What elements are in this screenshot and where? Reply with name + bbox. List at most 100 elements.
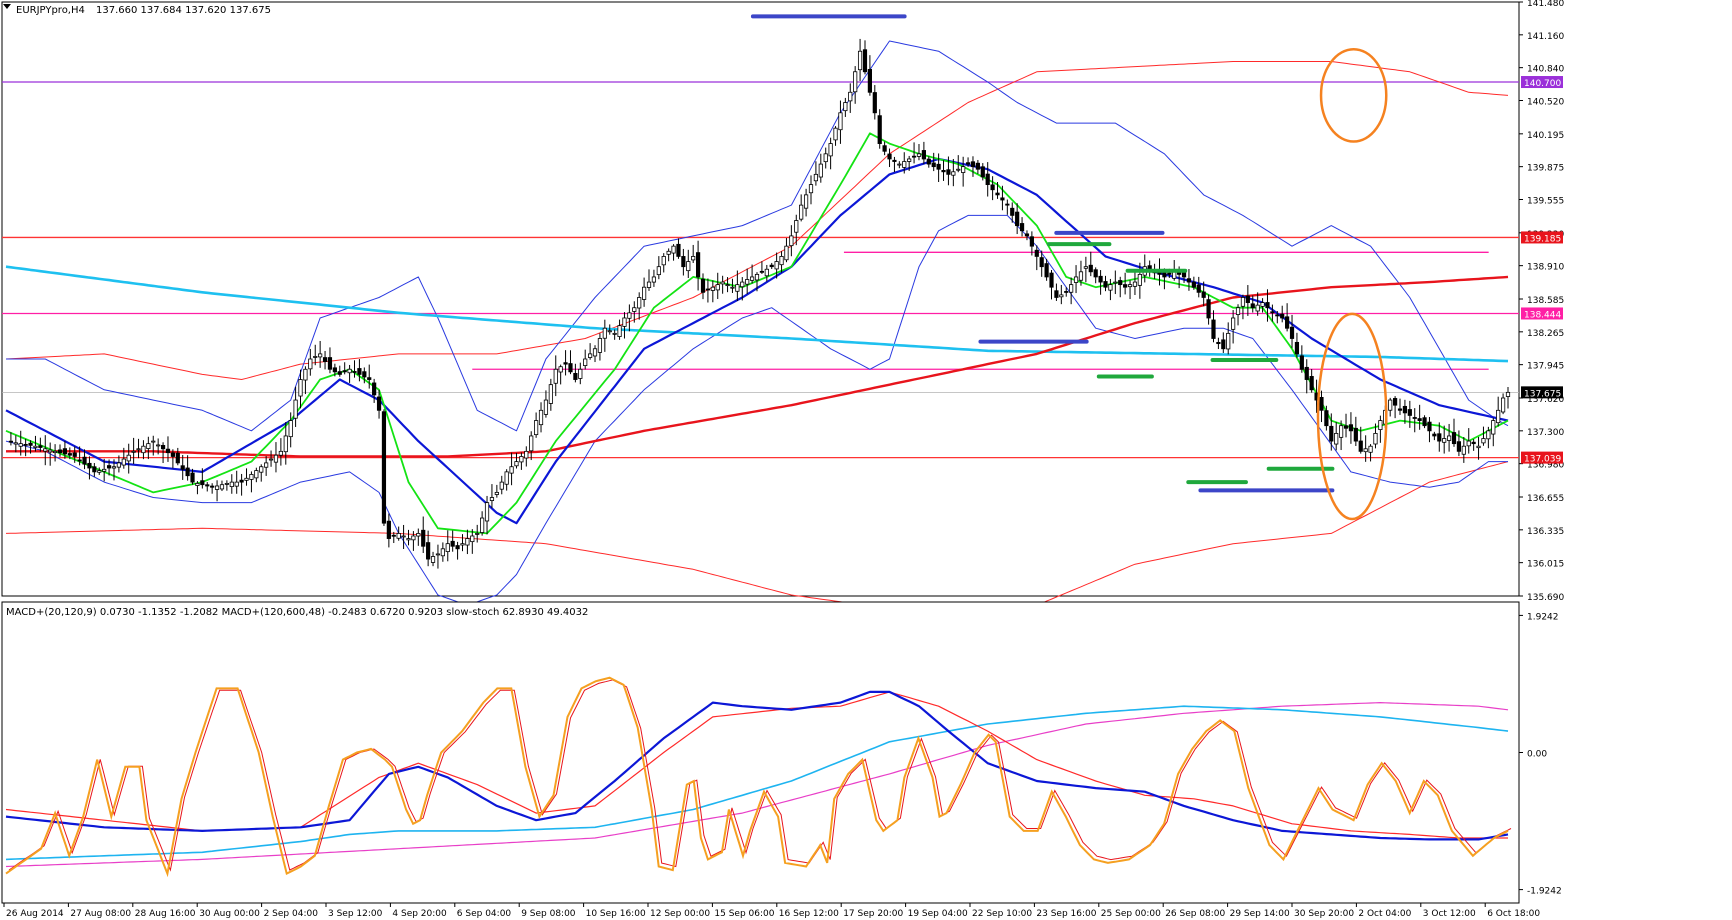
candle xyxy=(1334,422,1339,451)
time-tick-label: 26 Sep 08:00 xyxy=(1165,909,1225,919)
candle-body xyxy=(136,448,141,451)
candle xyxy=(1083,256,1088,283)
time-tick-label: 30 Aug 00:00 xyxy=(199,909,260,919)
candle xyxy=(1402,399,1408,424)
chart-menu-arrow-icon[interactable] xyxy=(3,4,11,9)
candle xyxy=(926,156,931,168)
candle-body xyxy=(538,409,544,426)
candle xyxy=(416,528,421,546)
candle xyxy=(406,529,411,546)
candle-body xyxy=(691,256,696,261)
horizontal-levels xyxy=(2,81,1519,459)
candle-body xyxy=(651,276,657,283)
candle-body xyxy=(774,261,779,270)
candle-body xyxy=(1402,405,1408,414)
candle xyxy=(862,40,868,75)
candle xyxy=(1422,415,1427,429)
candle-body xyxy=(1024,233,1030,237)
candle-body xyxy=(1098,275,1103,283)
price-label-text: 139.185 xyxy=(1524,234,1561,244)
candle xyxy=(1309,369,1314,393)
candle-body xyxy=(833,127,838,141)
candle-body xyxy=(239,479,244,483)
candle-body xyxy=(1393,398,1398,406)
candle-body xyxy=(656,266,661,276)
candle xyxy=(843,97,848,117)
candle xyxy=(298,369,303,409)
candle-body xyxy=(926,158,931,165)
candle xyxy=(278,438,283,466)
candle xyxy=(268,450,274,467)
candle-body xyxy=(1422,417,1427,427)
candle xyxy=(367,364,372,389)
price-labels: 140.700 139.185 138.444 137.675 137.039 xyxy=(1521,76,1563,465)
main-frame xyxy=(1,1,1520,597)
indicator-panel[interactable] xyxy=(1,601,1520,904)
indicator-tick-label: 1.9242 xyxy=(1527,612,1559,622)
candle-body xyxy=(1500,397,1506,413)
candle-body xyxy=(1319,396,1324,411)
candle-body xyxy=(337,371,342,375)
candle-body xyxy=(1059,294,1064,298)
candle-body xyxy=(1309,376,1314,391)
candle-body xyxy=(735,284,740,292)
candle-body xyxy=(818,163,823,178)
candle-body xyxy=(1446,435,1452,441)
candle xyxy=(1378,415,1383,443)
time-tick-label: 9 Sep 08:00 xyxy=(521,909,576,919)
candle xyxy=(1103,275,1108,292)
candle xyxy=(470,529,475,554)
candle xyxy=(774,252,779,279)
candle xyxy=(828,137,833,170)
candle xyxy=(1265,289,1270,322)
candle xyxy=(818,153,823,183)
time-tick-label: 23 Sep 16:00 xyxy=(1036,909,1096,919)
candle-body xyxy=(268,458,274,461)
candle xyxy=(1348,412,1354,444)
candle-body xyxy=(848,91,853,102)
price-tick-label: 138.910 xyxy=(1527,263,1564,273)
candle xyxy=(72,446,77,463)
candle-body xyxy=(411,535,416,541)
candle-body xyxy=(234,481,239,487)
candle-body xyxy=(367,377,372,380)
candle xyxy=(769,262,774,270)
candle xyxy=(887,148,892,168)
candle-body xyxy=(961,166,966,173)
candle-body xyxy=(362,371,367,378)
candle-body xyxy=(121,458,126,466)
candle-body xyxy=(1196,284,1201,293)
candle xyxy=(1127,280,1133,300)
candle xyxy=(1088,251,1093,277)
candle xyxy=(578,362,583,385)
candle xyxy=(1289,314,1295,348)
candle-body xyxy=(77,459,82,462)
candle xyxy=(666,248,671,262)
candle-body xyxy=(916,153,922,157)
candle-body xyxy=(376,396,382,411)
candle xyxy=(1073,265,1079,294)
main-chart-area[interactable] xyxy=(1,1,1520,597)
candle xyxy=(1054,283,1059,301)
bollinger-lower-line xyxy=(5,214,1508,606)
candle-body xyxy=(8,440,14,443)
candle xyxy=(534,412,539,438)
price-label-text: 140.700 xyxy=(1524,79,1561,89)
candle-body xyxy=(190,472,195,483)
candle xyxy=(646,269,652,291)
candle xyxy=(931,152,936,172)
candle xyxy=(381,409,387,526)
candle-body xyxy=(745,279,750,285)
candle xyxy=(1294,332,1300,358)
candle xyxy=(499,475,504,495)
candle-body xyxy=(543,399,549,415)
candle-body xyxy=(803,194,809,209)
candle-body xyxy=(784,245,789,261)
candle-body xyxy=(1093,269,1098,278)
candle xyxy=(1235,304,1241,326)
candle-body xyxy=(1343,425,1349,429)
candle xyxy=(936,153,941,183)
candle xyxy=(1343,413,1349,438)
candle xyxy=(867,55,872,96)
candle xyxy=(524,446,529,467)
